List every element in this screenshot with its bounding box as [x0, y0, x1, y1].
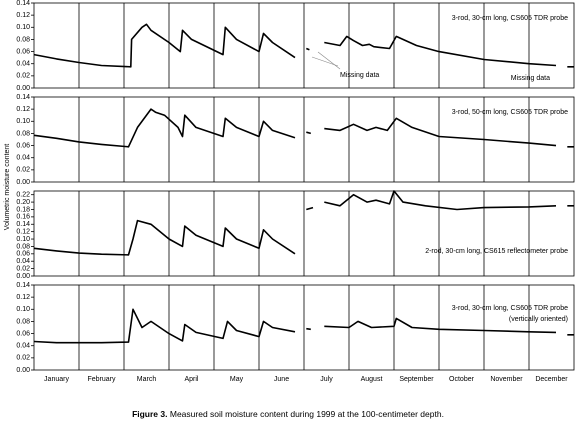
annotation: Missing data — [511, 75, 550, 82]
x-tick-label: August — [361, 376, 383, 383]
y-tick-label: 0.22 — [16, 192, 30, 199]
y-tick-label: 0.12 — [16, 228, 30, 235]
y-tick-label: 0.00 — [16, 367, 30, 374]
x-tick-label: December — [535, 376, 568, 383]
y-tick-label: 0.12 — [16, 12, 30, 19]
x-tick-label: February — [87, 376, 116, 383]
data-line — [33, 23, 574, 68]
x-tick-label: April — [184, 376, 198, 383]
annotation: 3-rod, 50-cm long, CS605 TDR probe — [452, 109, 568, 116]
y-tick-label: 0.10 — [16, 306, 30, 313]
y-tick-label: 0.10 — [16, 118, 30, 125]
y-tick-label: 0.00 — [16, 179, 30, 186]
y-tick-label: 0.06 — [16, 330, 30, 337]
annotation: 3-rod, 30-cm long, CS605 TDR probe — [452, 305, 568, 312]
caption-text: Measured soil moisture content during 19… — [170, 409, 444, 419]
caption-label: Figure 3. — [132, 409, 167, 419]
data-line — [33, 108, 574, 148]
y-tick-label: 0.14 — [16, 221, 30, 228]
y-tick-label: 0.06 — [16, 48, 30, 55]
y-tick-label: 0.10 — [16, 24, 30, 31]
y-tick-label: 0.04 — [16, 61, 30, 68]
y-tick-label: 0.14 — [16, 94, 30, 101]
y-tick-label: 0.04 — [16, 258, 30, 265]
x-tick-label: June — [274, 376, 289, 383]
x-tick-label: March — [137, 376, 157, 383]
y-tick-label: 0.18 — [16, 206, 30, 213]
y-tick-label: 0.00 — [16, 85, 30, 92]
y-tick-label: 0.16 — [16, 214, 30, 221]
x-tick-label: January — [44, 376, 69, 383]
y-tick-label: 0.04 — [16, 155, 30, 162]
y-tick-label: 0.12 — [16, 294, 30, 301]
y-tick-label: 0.08 — [16, 130, 30, 137]
x-tick-label: September — [399, 376, 434, 383]
annotation-pointer — [317, 51, 341, 70]
x-tick-label: November — [490, 376, 523, 383]
y-tick-label: 0.20 — [16, 199, 30, 206]
y-tick-label: 0.10 — [16, 236, 30, 243]
x-tick-label: May — [230, 376, 244, 383]
y-tick-label: 0.08 — [16, 318, 30, 325]
y-tick-label: 0.04 — [16, 343, 30, 350]
x-tick-label: October — [449, 376, 475, 383]
annotation: Missing data — [340, 72, 379, 79]
y-tick-label: 0.08 — [16, 36, 30, 43]
y-tick-label: 0.06 — [16, 142, 30, 149]
annotation: 2-rod, 30-cm long, CS615 reflectometer p… — [425, 248, 568, 255]
y-tick-label: 0.00 — [16, 273, 30, 280]
y-tick-label: 0.02 — [16, 167, 30, 174]
y-tick-label: 0.02 — [16, 73, 30, 80]
y-tick-label: 0.12 — [16, 106, 30, 113]
data-line — [33, 190, 574, 256]
annotation: 3-rod, 30-cm long, CS605 TDR probe — [452, 15, 568, 22]
data-line — [33, 308, 574, 344]
annotation: (vertically oriented) — [509, 316, 568, 323]
caption: Figure 3. Measured soil moisture content… — [132, 409, 444, 419]
y-tick-label: 0.08 — [16, 243, 30, 250]
y-tick-label: 0.02 — [16, 355, 30, 362]
y-tick-label: 0.14 — [16, 0, 30, 7]
annotation-pointer — [311, 56, 339, 67]
y-tick-label: 0.06 — [16, 251, 30, 258]
y-axis-label: Volumetric moisture content — [4, 144, 11, 230]
x-tick-label: July — [320, 376, 333, 383]
y-tick-label: 0.14 — [16, 282, 30, 289]
y-tick-label: 0.02 — [16, 265, 30, 272]
